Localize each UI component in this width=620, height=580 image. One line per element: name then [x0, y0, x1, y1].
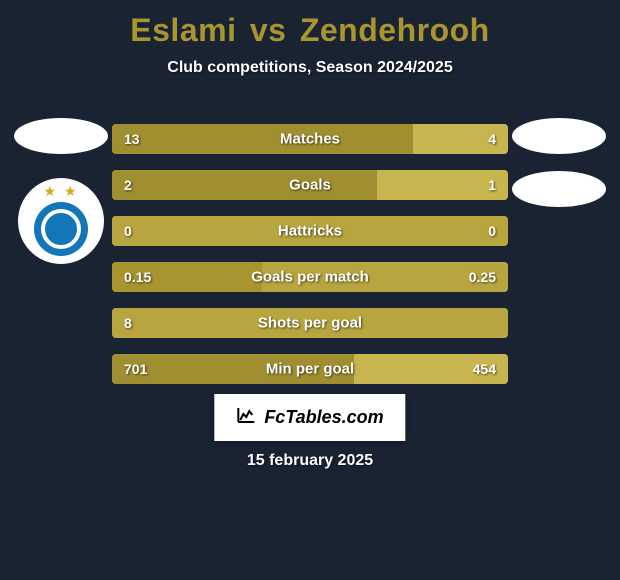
bar-label: Goals — [289, 177, 331, 194]
bar-value-right: 4 — [488, 131, 496, 147]
subtitle: Club competitions, Season 2024/2025 — [0, 59, 620, 77]
stat-bar: Min per goal 701 454 — [112, 354, 508, 384]
bar-label: Goals per match — [251, 269, 369, 286]
bar-fill-left — [112, 124, 413, 154]
bar-value-left: 8 — [124, 315, 132, 331]
bar-value-left: 0 — [124, 223, 132, 239]
stars-icon: ★ ★ — [44, 183, 79, 200]
player2-badge — [512, 118, 606, 154]
ellipse-icon — [512, 118, 606, 154]
comparison-bars: Matches 13 4 Goals 2 1 Hattricks 0 0 Goals per ma… — [112, 124, 508, 400]
bar-label: Hattricks — [278, 223, 342, 240]
bar-label: Matches — [280, 131, 340, 148]
player2-name: Zendehrooh — [300, 12, 490, 48]
team-logo: ★ ★ — [18, 178, 104, 264]
stat-bar: Goals 2 1 — [112, 170, 508, 200]
player1-badge — [14, 118, 108, 154]
bar-label: Shots per goal — [258, 315, 362, 332]
comparison-title: Eslami vs Zendehrooh — [0, 0, 620, 49]
ellipse-icon — [14, 118, 108, 154]
ellipse-icon — [512, 171, 606, 207]
bar-value-right: 0 — [488, 223, 496, 239]
site-name: FcTables.com — [264, 407, 383, 428]
site-badge: FcTables.com — [214, 394, 405, 441]
stat-bar: Hattricks 0 0 — [112, 216, 508, 246]
stat-bar: Matches 13 4 — [112, 124, 508, 154]
bar-value-right: 454 — [473, 361, 496, 377]
date-label: 15 february 2025 — [247, 452, 373, 470]
logo-inner — [41, 209, 81, 249]
player1-name: Eslami — [130, 12, 236, 48]
chart-icon — [236, 406, 256, 429]
logo-ring — [34, 202, 88, 256]
bar-value-right: 1 — [488, 177, 496, 193]
bar-label: Min per goal — [266, 361, 354, 378]
bar-value-left: 2 — [124, 177, 132, 193]
stat-bar: Goals per match 0.15 0.25 — [112, 262, 508, 292]
bar-value-left: 13 — [124, 131, 140, 147]
vs-text: vs — [250, 12, 287, 48]
bar-value-left: 0.15 — [124, 269, 151, 285]
player2-badge-secondary — [512, 171, 606, 207]
bar-fill-left — [112, 170, 377, 200]
bar-value-left: 701 — [124, 361, 147, 377]
bar-value-right: 0.25 — [469, 269, 496, 285]
stat-bar: Shots per goal 8 — [112, 308, 508, 338]
